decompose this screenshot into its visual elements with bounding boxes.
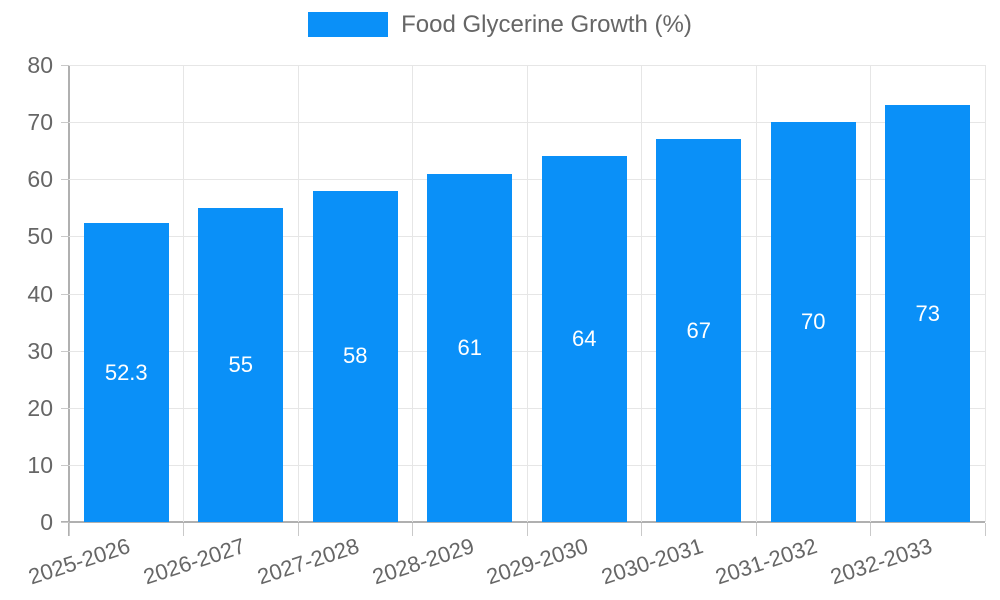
bar-value-label: 70 [801,309,826,335]
legend-item[interactable]: Food Glycerine Growth (%) [0,12,1000,37]
y-tick-mark [61,236,69,238]
x-tick-mark [68,523,70,536]
x-gridline [183,65,184,522]
bar-value-label: 61 [457,334,482,360]
x-tick-mark [755,523,757,536]
x-gridline [412,65,413,522]
bar-value-label: 67 [686,317,711,343]
x-gridline [641,65,642,522]
y-tick-label: 40 [27,280,53,307]
x-tick-mark [412,523,413,536]
bar-2032-2033[interactable]: 73 [885,105,971,522]
bar-value-label: 58 [343,343,368,369]
bar-value-label: 55 [228,351,253,377]
y-tick-mark [61,65,69,66]
bar-value-label: 52.3 [104,359,148,385]
y-tick-label: 60 [27,166,53,193]
y-tick-label: 80 [27,52,53,78]
x-tick-mark [297,523,299,536]
y-tick-mark [61,464,69,466]
y-tick-label: 10 [27,451,53,478]
bar-2028-2029[interactable]: 61 [427,173,513,522]
x-gridline [755,65,757,522]
y-tick-mark [61,122,69,124]
x-tick-mark [526,523,528,536]
y-axis-line [68,65,70,536]
y-tick-label: 0 [40,509,53,535]
y-tick-mark [61,522,69,523]
legend-label: Food Glycerine Growth (%) [401,10,692,38]
x-gridline [526,65,528,522]
bar-2031-2032[interactable]: 70 [770,122,856,522]
x-gridline [297,65,299,522]
plot-area: 52.3 55 58 61 64 67 70 73 [69,65,986,522]
bar-2025-2026[interactable]: 52.3 [83,223,169,522]
x-axis-line [61,521,985,523]
y-tick-mark [61,179,69,181]
y-tick-mark [61,407,69,409]
bar-2030-2031[interactable]: 67 [656,139,742,522]
y-tick-label: 50 [27,223,53,250]
bar-2027-2028[interactable]: 58 [312,190,398,522]
y-tick-mark [61,293,69,295]
x-tick-mark [641,523,642,536]
bar-value-label: 64 [572,326,597,352]
x-gridline [984,65,986,522]
x-tick-mark [183,523,184,536]
y-tick-label: 20 [27,394,53,421]
bar-2026-2027[interactable]: 55 [198,207,284,522]
y-tick-label: 30 [27,337,53,364]
x-tick-mark [870,523,871,536]
bar-2029-2030[interactable]: 64 [541,156,627,522]
y-tick-label: 70 [27,109,53,136]
legend-swatch [308,12,389,37]
x-gridline [870,65,871,522]
x-tick-mark [984,523,986,536]
y-tick-mark [61,350,69,352]
bar-value-label: 73 [915,300,940,326]
